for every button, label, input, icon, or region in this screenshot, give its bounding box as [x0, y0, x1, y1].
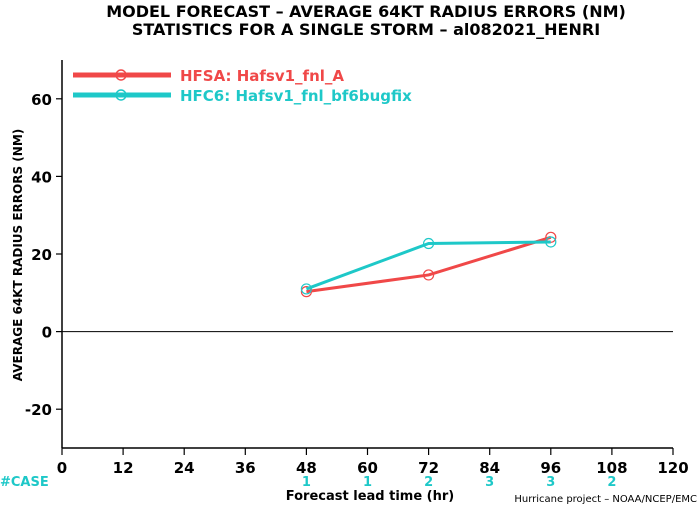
case-count: 2	[424, 475, 433, 490]
x-tick-label: 12	[113, 459, 134, 477]
x-tick-label: 120	[657, 459, 688, 477]
chart-subtitle: STATISTICS FOR A SINGLE STORM – al082021…	[132, 20, 600, 39]
x-tick-label: 72	[418, 459, 439, 477]
x-tick-label: 24	[174, 459, 195, 477]
series-2-point	[545, 236, 557, 248]
y-tick-label: 0	[42, 324, 52, 342]
x-tick-label: 0	[57, 459, 67, 477]
legend-label-2: HFC6: Hafsv1_fnl_bf6bugfix	[180, 87, 412, 105]
series-line-1	[306, 235, 552, 294]
y-tick-label: 60	[31, 91, 52, 109]
legend-label-1: HFSA: Hafsv1_fnl_A	[180, 67, 344, 85]
chart-title: MODEL FORECAST – AVERAGE 64KT RADIUS ERR…	[106, 2, 626, 21]
series-line-2	[305, 240, 551, 291]
y-tick-label: -20	[25, 401, 52, 419]
x-tick-label: 96	[540, 459, 561, 477]
y-tick-label: 40	[31, 168, 52, 186]
case-count: 1	[363, 475, 372, 490]
x-tick-label: 36	[235, 459, 256, 477]
x-tick-label: 48	[296, 459, 317, 477]
x-axis-label: Forecast lead time (hr)	[286, 489, 454, 504]
x-tick-label: 108	[596, 459, 627, 477]
case-count: 2	[607, 475, 616, 490]
y-tick-label: 20	[31, 246, 52, 264]
case-count: 1	[302, 475, 311, 490]
legend-marker-1	[115, 69, 127, 81]
case-count: 3	[485, 475, 494, 490]
series-2-point	[300, 283, 312, 295]
case-label: #CASE	[0, 475, 49, 490]
credit-text: Hurricane project – NOAA/NCEP/EMC	[514, 494, 697, 505]
x-tick-label: 60	[357, 459, 378, 477]
series-2-point	[423, 237, 435, 250]
y-axis-label: AVERAGE 64KT RADIUS ERRORS (NM)	[11, 129, 25, 381]
series-1-point	[423, 269, 435, 281]
case-count: 3	[546, 475, 555, 490]
x-tick-label: 84	[479, 459, 500, 477]
legend-marker-2	[115, 89, 127, 101]
series-1-point	[300, 286, 312, 298]
